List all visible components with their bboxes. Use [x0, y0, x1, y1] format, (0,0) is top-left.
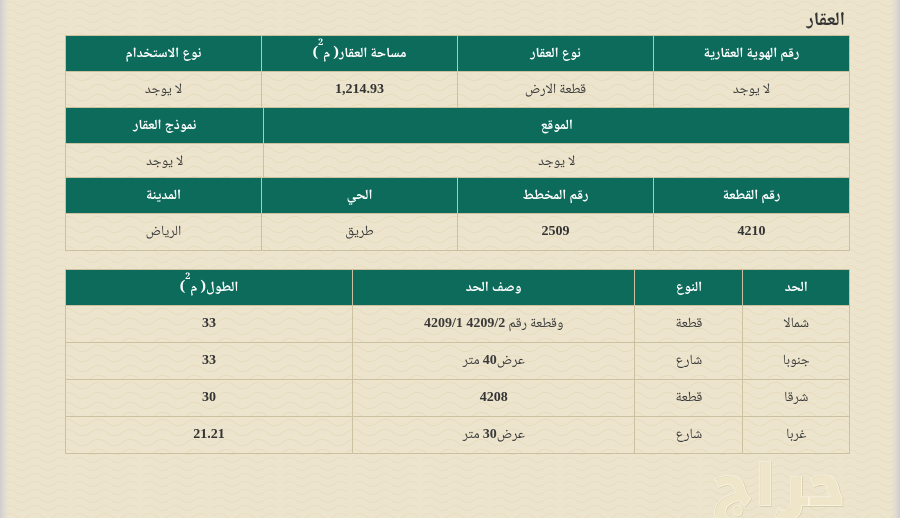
svg-text:حراج: حراج — [713, 452, 846, 518]
